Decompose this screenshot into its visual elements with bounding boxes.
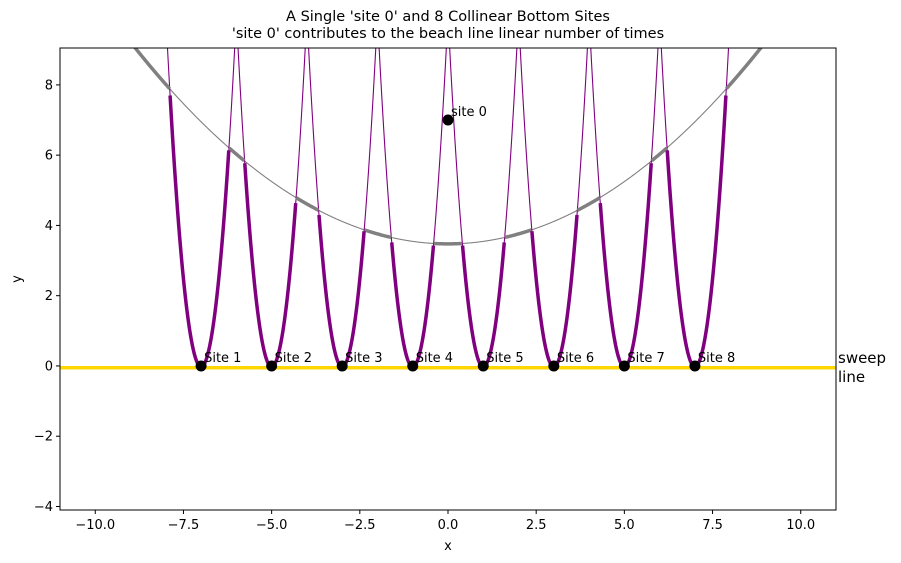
site-6-marker (548, 360, 560, 372)
site-5-parabola (449, 48, 518, 368)
chart-title: A Single 'site 0' and 8 Collinear Bottom… (286, 9, 610, 25)
y-tick-label: 0 (45, 359, 53, 374)
site-5-label: Site 5 (486, 351, 523, 366)
site-5-marker (477, 360, 489, 372)
beach-line-site-7 (598, 163, 653, 369)
site-8-marker (689, 360, 701, 372)
beach-line-site-8 (665, 95, 728, 369)
site-7-marker (618, 360, 630, 372)
beach-line-site-4 (389, 242, 436, 369)
site-3-parabola (308, 48, 377, 368)
x-tick-label: 10.0 (786, 518, 815, 533)
site-markers (195, 114, 701, 372)
x-tick-label: 5.0 (614, 518, 635, 533)
beach-line-site-0 (133, 48, 763, 246)
site-4-label: Site 4 (416, 351, 453, 366)
site-3-marker (336, 360, 348, 372)
site-3-label: Site 3 (345, 351, 382, 366)
x-axis-label: x (444, 539, 452, 554)
beach-line-site-6 (530, 214, 579, 369)
x-tick-label: 7.5 (702, 518, 723, 533)
site-0-label: site 0 (451, 105, 487, 120)
y-tick-label: 8 (45, 78, 53, 93)
x-ticks: −10.0 −7.5 −5.0 −2.5 0.0 2.5 5.0 7.5 10.0 (75, 510, 815, 533)
site-2-marker (266, 360, 278, 372)
y-tick-label: 4 (45, 219, 53, 234)
site-4-marker (407, 360, 419, 372)
beach-line-site-5 (460, 242, 507, 369)
y-axis-label: y (10, 275, 25, 283)
x-tick-label: −5.0 (256, 518, 288, 533)
y-ticks: −4 −2 0 2 4 6 8 (34, 78, 60, 515)
site-7-label: Site 7 (627, 351, 664, 366)
plot-area (60, 48, 836, 370)
site-6-label: Site 6 (557, 351, 594, 366)
site-labels: site 0 Site 1 Site 2 Site 3 Site 4 Site 5 Site… (204, 105, 735, 366)
x-tick-label: −10.0 (75, 518, 115, 533)
site-0-marker (442, 114, 454, 126)
x-tick-label: 2.5 (526, 518, 547, 533)
y-tick-label: −2 (34, 430, 53, 445)
chart-subtitle: 'site 0' contributes to the beach line l… (232, 26, 664, 42)
site-4-parabola (378, 48, 447, 368)
site-2-label: Site 2 (275, 351, 312, 366)
beach-line-site-2 (243, 163, 298, 369)
x-tick-label: −7.5 (168, 518, 200, 533)
x-tick-label: 0.0 (438, 518, 459, 533)
beach-line-site-3 (317, 214, 366, 369)
site-8-label: Site 8 (698, 351, 735, 366)
y-tick-label: 2 (45, 289, 53, 304)
beach-line-site-1 (168, 95, 231, 369)
site-1-label: Site 1 (204, 351, 241, 366)
y-tick-label: −4 (34, 500, 53, 515)
site-1-marker (195, 360, 207, 372)
sweep-line-label-2: line (838, 368, 865, 386)
x-tick-label: −2.5 (344, 518, 376, 533)
sweep-line-label-1: sweep (838, 349, 886, 367)
y-tick-label: 6 (45, 149, 53, 164)
site-6-parabola (519, 48, 588, 368)
